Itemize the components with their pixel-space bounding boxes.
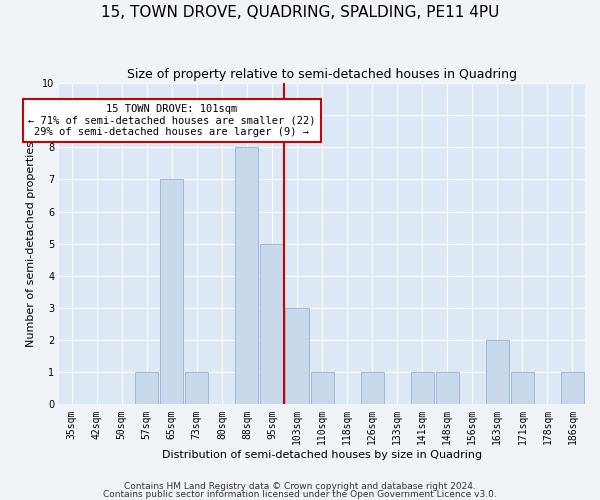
Bar — [361, 372, 383, 404]
Text: 15 TOWN DROVE: 101sqm
← 71% of semi-detached houses are smaller (22)
29% of semi: 15 TOWN DROVE: 101sqm ← 71% of semi-deta… — [28, 104, 316, 137]
Bar — [286, 308, 308, 404]
Text: Contains public sector information licensed under the Open Government Licence v3: Contains public sector information licen… — [103, 490, 497, 499]
Bar — [561, 372, 584, 404]
Bar — [260, 244, 283, 404]
Y-axis label: Number of semi-detached properties: Number of semi-detached properties — [26, 140, 37, 346]
Bar — [436, 372, 459, 404]
Bar — [185, 372, 208, 404]
X-axis label: Distribution of semi-detached houses by size in Quadring: Distribution of semi-detached houses by … — [162, 450, 482, 460]
Bar — [235, 148, 259, 404]
Text: 15, TOWN DROVE, QUADRING, SPALDING, PE11 4PU: 15, TOWN DROVE, QUADRING, SPALDING, PE11… — [101, 5, 499, 20]
Bar — [311, 372, 334, 404]
Bar — [511, 372, 534, 404]
Bar — [411, 372, 434, 404]
Text: Contains HM Land Registry data © Crown copyright and database right 2024.: Contains HM Land Registry data © Crown c… — [124, 482, 476, 491]
Title: Size of property relative to semi-detached houses in Quadring: Size of property relative to semi-detach… — [127, 68, 517, 80]
Bar — [486, 340, 509, 404]
Bar — [160, 180, 184, 404]
Bar — [135, 372, 158, 404]
